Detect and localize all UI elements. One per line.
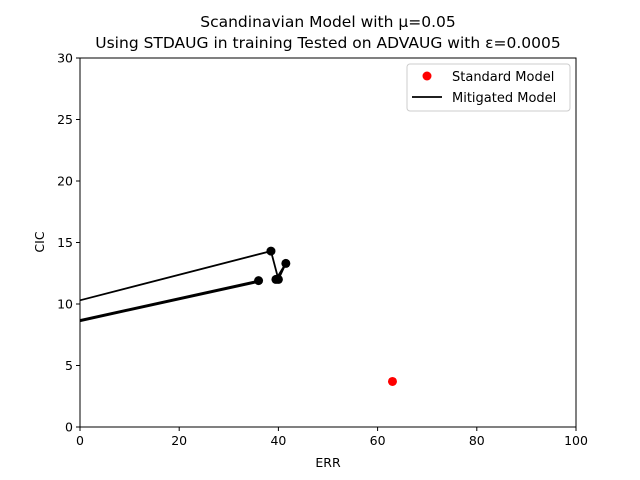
x-tick-label: 0 xyxy=(76,433,84,448)
y-tick-label: 5 xyxy=(65,358,73,373)
chart-subtitle: Using STDAUG in training Tested on ADVAU… xyxy=(95,34,560,52)
y-tick-label: 10 xyxy=(57,297,73,312)
standard-model-point xyxy=(387,376,397,386)
legend-label-standard-model: Standard Model xyxy=(452,70,554,85)
mitigated-model-point xyxy=(281,258,291,268)
x-axis-label: ERR xyxy=(315,455,341,470)
x-axis: 0 20 40 60 80 100 xyxy=(76,427,588,448)
mitigated-model-line xyxy=(79,280,259,323)
x-tick-label: 100 xyxy=(564,433,588,448)
plot-area xyxy=(79,57,577,428)
y-tick-label: 25 xyxy=(57,112,73,127)
legend: Standard Model Mitigated Model xyxy=(406,63,571,112)
mitigated-model-line xyxy=(79,279,259,321)
x-tick-label: 20 xyxy=(171,433,187,448)
y-tick-label: 15 xyxy=(57,235,73,250)
mitigated-model-point xyxy=(266,246,276,256)
series-layer xyxy=(79,246,397,386)
chart-title: Scandinavian Model with μ=0.05 xyxy=(200,13,456,31)
mitigated-model-point xyxy=(273,274,283,284)
legend-frame xyxy=(406,63,571,112)
x-tick-label: 40 xyxy=(270,433,286,448)
y-tick-label: 20 xyxy=(57,174,73,189)
legend-marker-standard-model xyxy=(422,71,432,81)
y-axis-label: CIC xyxy=(32,231,47,252)
y-axis: 0 5 10 15 20 25 30 xyxy=(57,51,80,435)
x-tick-label: 80 xyxy=(469,433,485,448)
legend-label-mitigated-model: Mitigated Model xyxy=(452,91,556,106)
mitigated-model-point xyxy=(254,276,264,286)
x-tick-label: 60 xyxy=(370,433,386,448)
y-tick-label: 0 xyxy=(65,420,73,435)
y-tick-label: 30 xyxy=(57,51,73,66)
